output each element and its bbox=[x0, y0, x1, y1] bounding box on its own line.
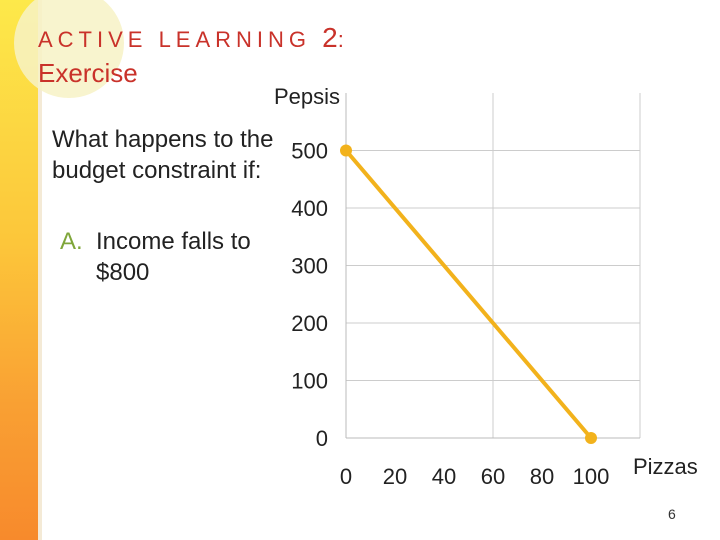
item-text: Income falls to $800 bbox=[96, 228, 251, 286]
y-tick-label: 100 bbox=[291, 369, 328, 394]
x-tick-label: 80 bbox=[530, 464, 554, 489]
title-prefix: ACTIVE LEARNING bbox=[38, 27, 312, 52]
data-point bbox=[340, 144, 352, 157]
x-tick-label: 100 bbox=[573, 464, 610, 489]
y-tick-label: 300 bbox=[291, 254, 328, 279]
y-tick-label: 500 bbox=[291, 139, 328, 164]
page-number: 6 bbox=[668, 506, 676, 522]
side-accent-bar bbox=[0, 0, 38, 540]
slide-title: ACTIVE LEARNING 2: bbox=[38, 22, 349, 54]
title-colon: : bbox=[337, 27, 349, 52]
budget-constraint-line bbox=[344, 149, 593, 440]
decorative-circle bbox=[14, 0, 124, 98]
data-point bbox=[585, 432, 597, 444]
y-axis-label: Pepsis bbox=[274, 84, 340, 109]
question-text: What happens to the budget constraint if… bbox=[52, 126, 274, 184]
x-tick-label: 40 bbox=[432, 464, 456, 489]
x-axis-label: Pizzas bbox=[633, 454, 698, 479]
item-a: A. Income falls to $800 bbox=[60, 226, 290, 286]
side-accent-stripe bbox=[38, 0, 42, 540]
x-tick-label: 0 bbox=[340, 464, 352, 489]
item-letter: A. bbox=[60, 228, 83, 255]
y-tick-label: 400 bbox=[291, 196, 328, 221]
slide-subtitle: Exercise bbox=[38, 58, 138, 88]
y-tick-label: 200 bbox=[291, 311, 328, 336]
x-tick-label: 60 bbox=[481, 464, 505, 489]
x-tick-label: 20 bbox=[383, 464, 407, 489]
title-number: 2 bbox=[322, 22, 338, 53]
y-tick-label: 0 bbox=[316, 426, 328, 451]
